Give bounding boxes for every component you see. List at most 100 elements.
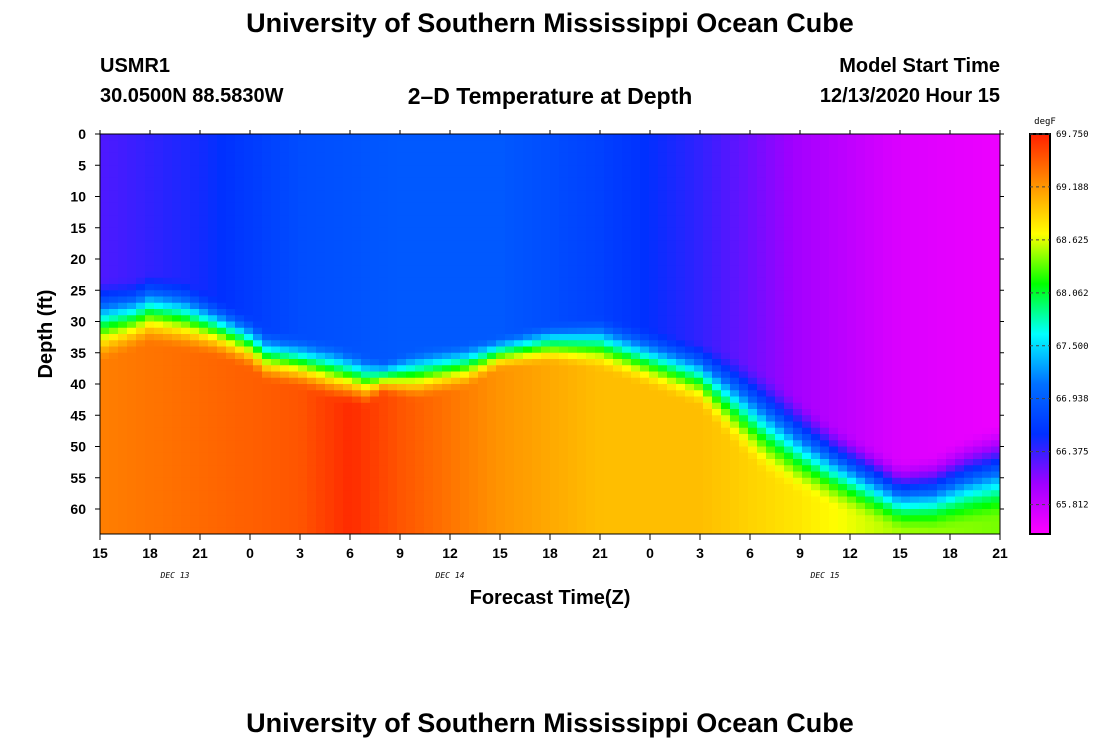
heatmap-cell <box>451 427 461 435</box>
heatmap-cell <box>361 215 371 223</box>
heatmap-cell <box>172 302 182 310</box>
heatmap-cell <box>487 327 497 335</box>
heatmap-cell <box>451 315 461 323</box>
heatmap-cell <box>595 209 605 216</box>
heatmap-cell <box>118 315 128 323</box>
heatmap-cell <box>343 327 353 335</box>
heatmap-cell <box>685 259 695 266</box>
heatmap-cell <box>532 359 542 366</box>
heatmap-cell <box>226 246 236 254</box>
heatmap-cell <box>118 321 128 329</box>
heatmap-cell <box>586 202 596 210</box>
heatmap-cell <box>244 365 254 373</box>
heatmap-cell <box>532 396 542 404</box>
heatmap-cell <box>433 359 443 366</box>
heatmap-cell <box>415 465 425 473</box>
heatmap-cell <box>253 390 263 398</box>
heatmap-cell <box>712 227 722 235</box>
heatmap-cell <box>730 509 740 516</box>
heatmap-cell <box>154 496 164 504</box>
heatmap-cell <box>613 190 623 198</box>
heatmap-cell <box>244 227 254 235</box>
heatmap-cell <box>235 140 245 148</box>
heatmap-cell <box>442 165 452 173</box>
heatmap-cell <box>181 527 191 534</box>
heatmap-cell <box>172 352 182 360</box>
heatmap-cell <box>352 352 362 360</box>
heatmap-cell <box>163 377 173 385</box>
heatmap-cell <box>298 440 308 448</box>
heatmap-cell <box>532 321 542 329</box>
heatmap-cell <box>127 177 137 185</box>
heatmap-cell <box>163 371 173 379</box>
heatmap-cell <box>595 152 605 160</box>
heatmap-cell <box>235 196 245 204</box>
heatmap-cell <box>514 421 524 429</box>
heatmap-cell <box>181 384 191 391</box>
heatmap-cell <box>370 259 380 266</box>
heatmap-cell <box>766 515 776 523</box>
heatmap-cell <box>658 171 668 179</box>
heatmap-cell <box>703 221 713 229</box>
heatmap-cell <box>667 402 677 410</box>
heatmap-cell <box>181 234 191 241</box>
heatmap-cell <box>622 477 632 485</box>
heatmap-cell <box>154 159 164 166</box>
heatmap-cell <box>541 359 551 366</box>
heatmap-cell <box>793 246 803 254</box>
heatmap-cell <box>541 465 551 473</box>
heatmap-cell <box>604 302 614 310</box>
heatmap-cell <box>541 152 551 160</box>
heatmap-cell <box>721 421 731 429</box>
heatmap-cell <box>730 227 740 235</box>
heatmap-cell <box>541 321 551 329</box>
heatmap-cell <box>406 171 416 179</box>
heatmap-cell <box>316 377 326 385</box>
heatmap-cell <box>505 284 515 291</box>
heatmap-cell <box>136 402 146 410</box>
heatmap-cell <box>775 490 785 498</box>
heatmap-cell <box>595 527 605 534</box>
heatmap-cell <box>145 165 155 173</box>
heatmap-cell <box>352 265 362 273</box>
heatmap-cell <box>208 321 218 329</box>
heatmap-cell <box>181 327 191 335</box>
heatmap-cell <box>415 390 425 398</box>
heatmap-cell <box>550 352 560 360</box>
heatmap-cell <box>739 440 749 448</box>
heatmap-cell <box>568 359 578 366</box>
heatmap-cell <box>667 434 677 441</box>
heatmap-cell <box>316 202 326 210</box>
heatmap-cell <box>325 227 335 235</box>
heatmap-cell <box>271 346 281 354</box>
heatmap-cell <box>262 259 272 266</box>
heatmap-cell <box>595 184 605 191</box>
heatmap-cell <box>289 477 299 485</box>
heatmap-cell <box>181 227 191 235</box>
heatmap-cell <box>127 259 137 266</box>
heatmap-cell <box>271 234 281 241</box>
heatmap-cell <box>307 427 317 435</box>
heatmap-cell <box>172 384 182 391</box>
heatmap-cell <box>397 190 407 198</box>
heatmap-cell <box>199 402 209 410</box>
heatmap-cell <box>613 215 623 223</box>
heatmap-cell <box>685 177 695 185</box>
heatmap-cell <box>550 415 560 423</box>
heatmap-cell <box>451 527 461 534</box>
heatmap-cell <box>433 252 443 260</box>
heatmap-cell <box>352 165 362 173</box>
heatmap-cell <box>694 415 704 423</box>
heatmap-cell <box>145 384 155 391</box>
heatmap-cell <box>370 177 380 185</box>
heatmap-cell <box>253 340 263 348</box>
heatmap-cell <box>532 159 542 166</box>
heatmap-cell <box>271 365 281 373</box>
heatmap-cell <box>325 209 335 216</box>
heatmap-cell <box>514 315 524 323</box>
heatmap-cell <box>487 321 497 329</box>
heatmap-cell <box>397 409 407 416</box>
heatmap-cell <box>586 209 596 216</box>
heatmap-cell <box>640 221 650 229</box>
heatmap-cell <box>325 521 335 529</box>
